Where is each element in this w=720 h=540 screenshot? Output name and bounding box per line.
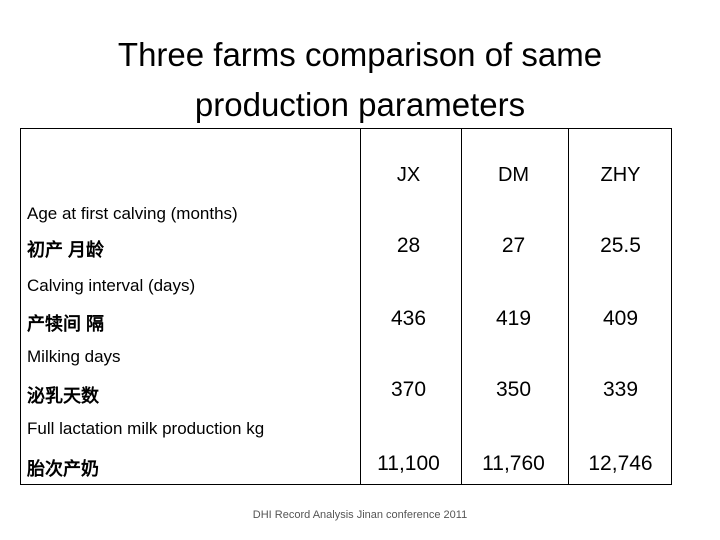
row-label-en: Milking days — [27, 347, 121, 366]
column-divider — [568, 129, 569, 484]
title-line-2: production parameters — [194, 86, 526, 123]
comparison-table: JX DM ZHY Age at first calving (months) … — [20, 128, 672, 485]
value-zhy: 339 — [602, 378, 639, 401]
row-label-zh: 初产 月龄 — [27, 240, 105, 260]
title-line-1: Three farms comparison of same — [117, 36, 603, 73]
column-divider — [461, 129, 462, 484]
column-divider — [360, 129, 361, 484]
value-dm: 27 — [501, 234, 526, 257]
value-dm: 11,760 — [482, 452, 545, 475]
slide-title: Three farms comparison of same productio… — [60, 30, 660, 130]
column-header-dm: DM — [497, 164, 530, 186]
value-dm: 350 — [495, 378, 532, 401]
row-label-zh: 泌乳天数 — [27, 386, 99, 406]
row-label-en: Calving interval (days) — [27, 276, 196, 295]
column-header-zhy: ZHY — [600, 164, 641, 186]
row-label-zh: 胎次产奶 — [27, 459, 99, 479]
row-label-en: Age at first calving (months) — [27, 204, 238, 223]
value-jx: 28 — [396, 234, 421, 257]
row-label-zh: 产犊间 隔 — [27, 314, 105, 334]
value-zhy: 25.5 — [600, 234, 641, 257]
row-label-en: Full lactation milk production kg — [27, 419, 265, 438]
footer-note: DHI Record Analysis Jinan conference 201… — [252, 509, 468, 521]
value-zhy: 12,746 — [588, 452, 653, 475]
value-zhy: 409 — [602, 307, 639, 330]
value-dm: 419 — [495, 307, 532, 330]
column-header-jx: JX — [396, 164, 421, 186]
value-jx: 436 — [390, 307, 427, 330]
value-jx: 11,100 — [377, 452, 440, 475]
value-jx: 370 — [390, 378, 427, 401]
